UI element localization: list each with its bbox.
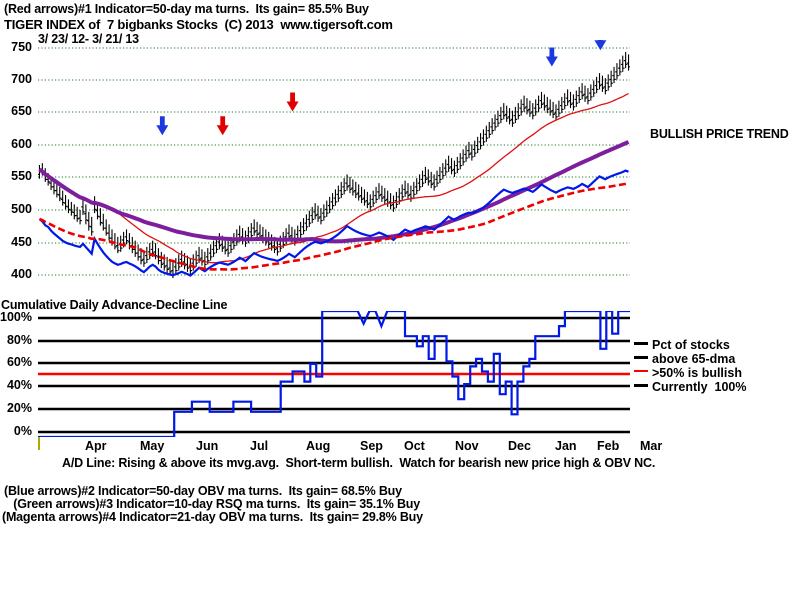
x-axis-month-label: Feb (597, 439, 620, 453)
signal-arrow-down (286, 92, 299, 112)
legend-swatch (634, 356, 648, 359)
x-axis-month-label: Aug (306, 439, 331, 453)
ad-y-tick-label: 60% (6, 355, 32, 369)
price-y-tick-label: 450 (11, 235, 32, 249)
signal-arrow-down (156, 116, 169, 136)
price-chart (38, 40, 630, 279)
indicator-3-legend: (Green arrows)#3 Indicator=10-day RSQ ma… (10, 497, 420, 511)
price-y-tick-label: 750 (11, 40, 32, 54)
signal-arrows (156, 40, 607, 136)
ad-panel-title: Cumulative Daily Advance-Decline Line (1, 298, 228, 312)
x-axis-month-label: Mar (640, 439, 663, 453)
signal-arrow-down (594, 40, 607, 51)
price-y-tick-label: 500 (11, 202, 32, 216)
x-axis-month-label: Sep (360, 439, 383, 453)
ad-y-tick-label: 80% (6, 333, 32, 347)
legend-label: >50% is bullish (652, 366, 742, 380)
price-y-tick-label: 550 (11, 169, 32, 183)
pct-above-65dma-line (38, 311, 630, 437)
legend-swatch (634, 370, 648, 372)
price-y-tick-label: 400 (11, 267, 32, 281)
legend-label: Pct of stocks (652, 338, 730, 352)
x-axis-month-label: May (140, 439, 165, 453)
advance-decline-chart (38, 311, 630, 437)
x-axis-month-label: Dec (508, 439, 531, 453)
x-axis-month-label: Jun (196, 439, 219, 453)
ad-y-tick-label: 0% (13, 424, 32, 438)
legend-label: above 65-dma (652, 352, 736, 366)
price-y-tick-label: 700 (11, 72, 32, 86)
x-axis-month-label: Jan (555, 439, 577, 453)
signal-arrow-down (216, 116, 229, 136)
x-axis-month-label: Apr (85, 439, 107, 453)
indicator-1-headline: (Red arrows)#1 Indicator=50-day ma turns… (4, 2, 369, 16)
legend-swatch (634, 342, 648, 345)
date-range: 3/ 23/ 12- 3/ 21/ 13 (38, 32, 139, 46)
ma-50day-line (39, 93, 629, 264)
ad-y-tick-label: 20% (6, 401, 32, 415)
trend-label: BULLISH PRICE TREND (650, 127, 789, 141)
x-axis-start-tick (38, 437, 40, 450)
price-y-tick-label: 650 (11, 104, 32, 118)
legend-label: Currently 100% (652, 380, 747, 394)
price-gridlines (38, 47, 630, 276)
ad-gridlines (38, 316, 630, 434)
page-title: TIGER INDEX of 7 bigbanks Stocks (C) 201… (4, 17, 393, 32)
indicator-4-legend: (Magenta arrows)#4 Indicator=21-day OBV … (2, 510, 423, 524)
signal-arrow-down (545, 47, 558, 67)
x-axis-month-label: Nov (455, 439, 479, 453)
ad-y-tick-label: 40% (6, 378, 32, 392)
price-y-tick-label: 600 (11, 137, 32, 151)
legend-swatch (634, 384, 648, 387)
ad-y-tick-label: 100% (0, 310, 32, 324)
ma-long-line (38, 140, 630, 244)
obv-line (38, 169, 629, 277)
x-axis-month-label: Oct (404, 439, 425, 453)
price-ohlc-bars (38, 51, 630, 279)
x-axis-month-label: Jul (250, 439, 269, 453)
obv-ma-line (39, 182, 629, 271)
indicator-2-legend: (Blue arrows)#2 Indicator=50-day OBV ma … (4, 484, 402, 498)
ad-interpretation-note: A/D Line: Rising & above its mvg.avg. Sh… (62, 456, 656, 470)
